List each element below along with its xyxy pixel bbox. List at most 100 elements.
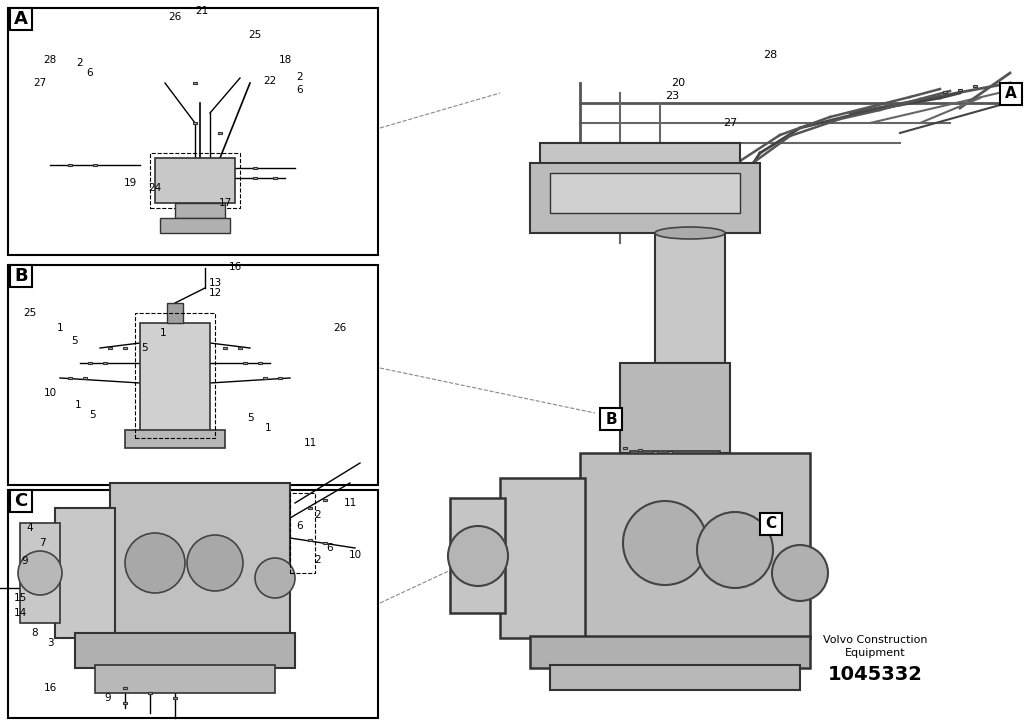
Text: 16: 16 [228,262,242,272]
Bar [110,483,290,638]
Bar [55,508,115,638]
Text: 8: 8 [32,628,38,638]
Circle shape [697,512,773,588]
Bar [155,158,234,203]
Bar [620,363,730,453]
Bar [167,303,183,323]
Text: 25: 25 [249,30,261,40]
Text: 20: 20 [671,78,685,88]
Text: 28: 28 [763,50,777,60]
Bar [124,687,127,689]
Bar [263,377,266,379]
Bar [540,143,740,203]
Circle shape [187,535,243,591]
Bar [69,377,72,379]
Bar [8,265,378,485]
Text: 7: 7 [39,538,45,548]
Bar [638,449,642,451]
Text: 9: 9 [104,693,112,703]
Bar [160,218,230,233]
Bar [8,8,378,255]
Text: 1: 1 [56,323,63,333]
Text: 5: 5 [72,336,78,346]
Bar [530,636,810,668]
Bar [75,633,295,668]
Text: 5: 5 [247,413,253,423]
Bar [109,347,112,348]
Text: 1: 1 [264,423,271,433]
Text: 10: 10 [348,550,361,560]
Text: 2: 2 [314,510,322,520]
Text: 21: 21 [196,6,209,16]
Bar [324,499,327,501]
Bar [10,265,32,287]
Text: 27: 27 [723,118,737,128]
Bar [140,323,210,433]
Bar [218,132,221,134]
Text: 5: 5 [90,410,96,420]
Bar [10,490,32,512]
Bar [258,362,261,364]
Bar [450,498,505,613]
Bar [308,508,311,509]
Text: 26: 26 [334,323,347,333]
Bar [655,233,725,363]
Bar [69,164,72,166]
Bar [623,447,627,449]
Bar [88,362,91,364]
Circle shape [255,558,295,598]
Text: 26: 26 [168,12,181,22]
Text: B: B [14,267,28,285]
Bar [253,177,257,179]
Bar [653,451,657,453]
Bar [760,513,782,535]
Bar [223,347,226,348]
Bar [580,453,810,638]
Text: 6: 6 [297,521,303,531]
Bar [93,164,96,166]
Text: 14: 14 [13,608,27,618]
Text: 24: 24 [148,183,162,193]
Bar [973,85,977,87]
Bar [279,377,282,379]
Bar [530,163,760,233]
Text: 1: 1 [75,400,81,410]
Text: 9: 9 [22,556,29,566]
Bar [600,408,622,430]
Text: 18: 18 [279,55,292,65]
Bar [83,377,87,379]
Bar [1000,83,1022,105]
Bar [103,362,106,364]
Text: Equipment: Equipment [845,648,905,658]
Text: 11: 11 [343,498,356,508]
Text: B: B [605,411,616,427]
Bar [124,702,127,703]
Text: 6: 6 [87,68,93,78]
Text: 1: 1 [160,328,166,338]
Text: 2: 2 [314,555,322,565]
Text: A: A [14,10,28,28]
Bar [957,89,963,91]
Text: 3: 3 [47,638,53,648]
Text: 16: 16 [43,683,56,693]
Bar [253,167,257,168]
Text: 6: 6 [327,543,334,553]
Bar [308,539,311,541]
Text: 23: 23 [665,91,679,101]
Bar [125,430,225,448]
Bar [943,91,947,93]
Text: 12: 12 [208,288,221,298]
Bar [550,665,800,690]
Text: C: C [765,516,776,531]
Text: 22: 22 [263,76,276,86]
Bar [95,665,275,693]
Bar [135,313,215,438]
Text: 2: 2 [77,58,83,68]
Text: 4: 4 [27,523,34,533]
Text: 28: 28 [43,55,56,65]
Bar [630,451,720,473]
Text: A: A [1006,87,1017,101]
Bar [148,692,152,694]
Bar [273,177,276,179]
Circle shape [18,551,62,595]
